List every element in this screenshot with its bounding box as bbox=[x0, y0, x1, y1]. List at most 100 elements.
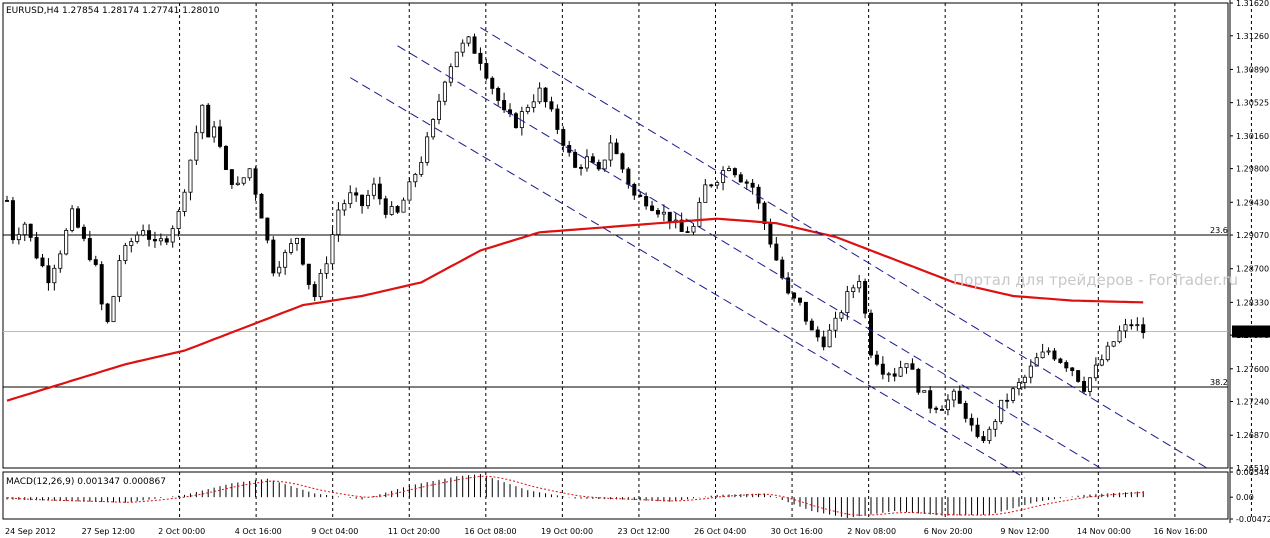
candle bbox=[750, 178, 755, 195]
candle bbox=[892, 367, 897, 382]
candle bbox=[46, 258, 51, 291]
channel-line[interactable] bbox=[397, 45, 1103, 470]
macd-tick-label: -0.00472 bbox=[1236, 515, 1270, 524]
price-tick-label: 1.31260 bbox=[1236, 32, 1269, 41]
candle-body bbox=[1046, 350, 1051, 353]
candle bbox=[478, 47, 483, 71]
candle-body bbox=[64, 230, 69, 255]
candle-body bbox=[744, 181, 749, 184]
candle-body bbox=[147, 230, 152, 240]
candle-body bbox=[229, 169, 234, 185]
candle-body bbox=[726, 168, 731, 171]
candle bbox=[1105, 341, 1110, 362]
candle bbox=[792, 292, 797, 302]
candle bbox=[425, 131, 430, 166]
candle bbox=[1011, 387, 1016, 404]
candle-body bbox=[815, 329, 820, 338]
candle bbox=[614, 138, 619, 155]
candle-body bbox=[650, 205, 655, 211]
candle bbox=[744, 179, 749, 190]
candle-body bbox=[22, 223, 27, 236]
candle bbox=[632, 182, 637, 200]
candle bbox=[229, 169, 234, 189]
candle-body bbox=[774, 243, 779, 261]
candle-body bbox=[176, 211, 181, 230]
candle bbox=[472, 33, 477, 54]
candle bbox=[981, 430, 986, 444]
candle-body bbox=[1087, 377, 1092, 392]
candle bbox=[502, 92, 507, 113]
candle-body bbox=[863, 281, 868, 314]
candle-body bbox=[253, 168, 258, 195]
candle bbox=[235, 176, 240, 186]
price-tick-label: 1.26870 bbox=[1236, 431, 1269, 440]
candle bbox=[638, 191, 643, 198]
candle bbox=[277, 261, 282, 277]
candle-body bbox=[945, 399, 950, 411]
candle bbox=[76, 206, 81, 229]
candle bbox=[579, 164, 584, 176]
candle-body bbox=[590, 156, 595, 163]
candle-body bbox=[1058, 358, 1063, 363]
candle-body bbox=[632, 183, 637, 196]
candle-body bbox=[1105, 345, 1110, 361]
candle-body bbox=[721, 170, 726, 183]
candle bbox=[531, 94, 536, 113]
candle-body bbox=[129, 241, 134, 246]
channel-line[interactable] bbox=[480, 27, 1209, 470]
macd-panel-frame bbox=[2, 471, 1229, 520]
candle-body bbox=[880, 363, 885, 375]
candle-body bbox=[383, 198, 388, 215]
candle-body bbox=[484, 63, 489, 79]
candle bbox=[774, 236, 779, 261]
candle bbox=[916, 367, 921, 395]
candle-body bbox=[786, 277, 791, 294]
candle bbox=[655, 207, 660, 218]
candle-body bbox=[401, 199, 406, 213]
candle bbox=[318, 269, 323, 301]
candle bbox=[1099, 354, 1104, 367]
candle-body bbox=[738, 174, 743, 183]
time-tick-label: 6 Nov 20:00 bbox=[924, 527, 973, 536]
candle bbox=[869, 309, 874, 359]
candle-body bbox=[312, 284, 317, 298]
candle-body bbox=[271, 239, 276, 274]
candle-body bbox=[1022, 376, 1027, 383]
candle bbox=[81, 224, 86, 242]
candle-body bbox=[732, 168, 737, 176]
time-tick-label: 23 Oct 12:00 bbox=[618, 527, 670, 536]
candle-body bbox=[839, 312, 844, 319]
candle-body bbox=[318, 272, 323, 298]
candle-body bbox=[1005, 399, 1010, 402]
candle bbox=[176, 209, 181, 237]
candle-body bbox=[223, 145, 228, 170]
candle-body bbox=[283, 252, 288, 268]
candle bbox=[922, 390, 927, 393]
candle bbox=[703, 179, 708, 203]
candle-body bbox=[371, 183, 376, 196]
candle-body bbox=[596, 161, 601, 170]
candle-body bbox=[425, 136, 430, 163]
channel-line[interactable] bbox=[349, 77, 1026, 479]
time-tick-label: 16 Oct 08:00 bbox=[464, 527, 516, 536]
candle-body bbox=[330, 234, 335, 265]
candle bbox=[1052, 347, 1057, 362]
candle bbox=[158, 233, 163, 246]
time-tick-label: 26 Oct 04:00 bbox=[694, 527, 746, 536]
candle bbox=[650, 200, 655, 212]
candle bbox=[709, 183, 714, 188]
candle bbox=[289, 238, 294, 255]
time-tick-label: 9 Oct 04:00 bbox=[311, 527, 358, 536]
candle bbox=[1111, 341, 1116, 348]
candle bbox=[549, 96, 554, 112]
candle bbox=[306, 263, 311, 290]
candle bbox=[762, 201, 767, 230]
candle-body bbox=[715, 182, 720, 186]
candle-body bbox=[833, 317, 838, 331]
candle bbox=[1141, 317, 1146, 339]
candle-body bbox=[1034, 357, 1039, 367]
candle bbox=[1005, 393, 1010, 409]
candle bbox=[839, 310, 844, 322]
candle-body bbox=[502, 100, 507, 111]
